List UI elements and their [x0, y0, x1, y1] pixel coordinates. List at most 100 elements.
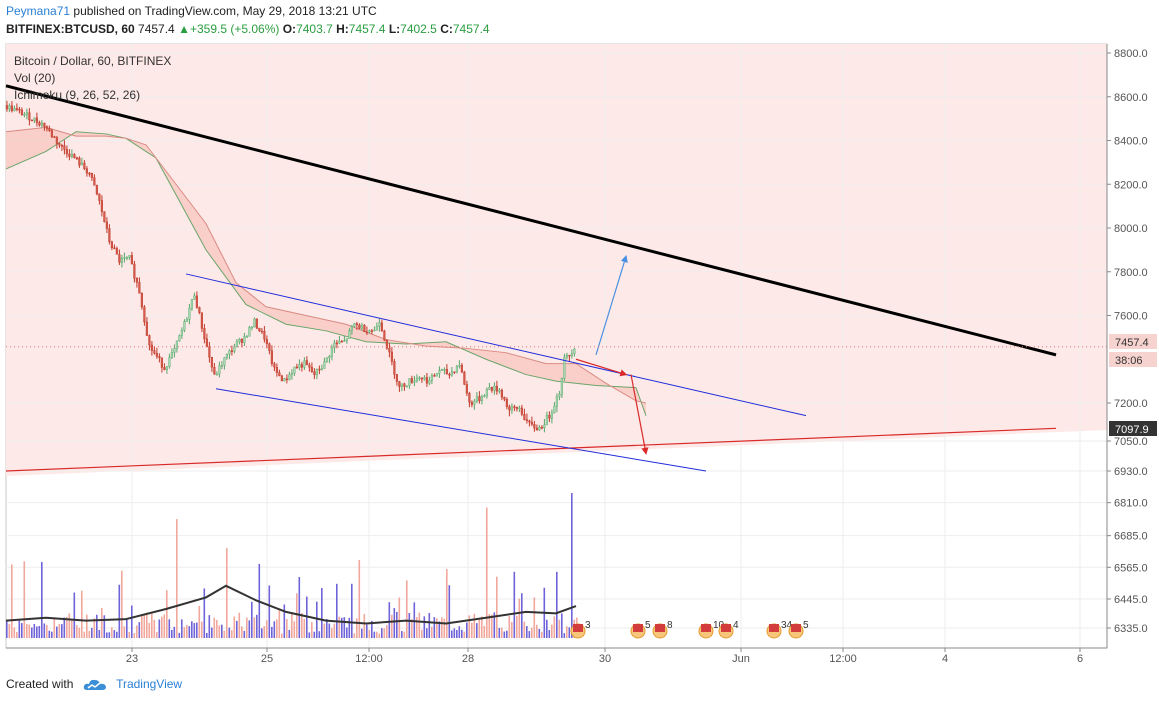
volume-bar	[511, 622, 513, 638]
volume-bar	[136, 625, 138, 638]
time-axis[interactable]: 23 25 12:00 28 30 Jun 12:00 4 6	[6, 647, 1107, 665]
volume-bar	[158, 619, 161, 638]
volume-bar	[46, 624, 48, 638]
volume-bar	[11, 564, 13, 638]
event-count: 5	[803, 620, 809, 631]
volume-bar	[138, 622, 141, 638]
candle-body	[353, 323, 356, 327]
candle-body	[548, 414, 551, 419]
volume-bar	[503, 631, 506, 638]
volume-ma-line	[5, 584, 577, 625]
footer: Created with TradingView	[6, 677, 182, 692]
volume-bar	[373, 631, 376, 638]
volume-bar	[21, 623, 23, 638]
author-link[interactable]: Peymana71	[6, 4, 71, 18]
candle-body	[110, 241, 113, 249]
candle-body	[10, 105, 13, 112]
candle-body	[168, 357, 171, 368]
volume-bar	[428, 612, 431, 638]
candle-body	[215, 373, 218, 376]
candle-body	[105, 221, 108, 229]
candle-body	[190, 299, 193, 309]
candle-body	[55, 137, 58, 144]
candle-body	[115, 248, 118, 255]
volume-bar	[103, 615, 106, 638]
candle-body	[523, 414, 526, 420]
volume-bar	[218, 625, 221, 638]
volume-bar	[71, 619, 73, 638]
volume-bar	[371, 620, 373, 638]
volume-bar	[363, 613, 366, 638]
candle-body	[410, 378, 413, 383]
volume-bar	[98, 629, 101, 638]
candle-body	[503, 397, 506, 400]
volume-bar	[43, 623, 46, 638]
candle-body	[253, 318, 256, 328]
candle-body	[28, 112, 31, 121]
candle-body	[558, 393, 561, 397]
volume-bar	[106, 632, 108, 638]
candle-body	[383, 330, 386, 341]
volume-bar	[236, 620, 238, 638]
candle-body	[148, 335, 151, 346]
volume-bar	[56, 626, 58, 638]
candle-body	[120, 257, 123, 263]
candle-body	[408, 378, 411, 386]
volume-bar	[421, 629, 423, 638]
volume-bar	[68, 613, 71, 638]
tradingview-link[interactable]: TradingView	[116, 677, 183, 691]
candle-body	[58, 143, 61, 146]
volume-bar	[406, 580, 408, 638]
volume-bar	[296, 593, 298, 638]
volume-bar	[273, 621, 276, 638]
time-tick-label: 4	[942, 653, 948, 665]
candle-body	[193, 295, 196, 300]
volume-bar	[276, 619, 278, 638]
candle-body	[400, 383, 403, 387]
candle-body	[493, 385, 496, 391]
candle-body	[90, 172, 93, 178]
candle-body	[508, 406, 511, 411]
candle-body	[218, 365, 221, 375]
candle-body	[340, 341, 343, 343]
volume-bar	[126, 619, 128, 638]
volume-bar	[386, 625, 388, 638]
candle-body	[188, 308, 191, 320]
volume-bar	[433, 617, 436, 638]
price-tick-label: 6565.0	[1114, 562, 1148, 574]
volume-bar	[223, 630, 226, 638]
volume-bar	[451, 630, 453, 638]
volume-bar	[18, 619, 21, 638]
volume-bar	[508, 616, 511, 638]
candle-body	[200, 312, 203, 329]
volume-bar	[101, 607, 103, 638]
legend-title: Bitcoin / Dollar, 60, BITFINEX	[14, 54, 171, 68]
event-count: 10	[713, 620, 725, 631]
candle-body	[425, 377, 428, 384]
volume-bar	[436, 618, 438, 638]
volume-bar	[93, 618, 96, 638]
candle-body	[245, 336, 248, 338]
volume-bar	[151, 613, 153, 638]
volume-bar	[186, 625, 188, 638]
candle-body	[135, 278, 138, 283]
volume-bar	[231, 630, 233, 638]
candle-body	[470, 402, 473, 405]
candle-body	[33, 117, 36, 121]
volume-bar	[418, 612, 421, 638]
time-tick-label: 12:00	[829, 653, 857, 665]
volume-bar	[468, 615, 471, 638]
price-axis[interactable]: 8800.0 8600.0 8400.0 8200.0 8000.0 7800.0 7600…	[1106, 44, 1148, 648]
candle-body	[138, 282, 141, 294]
volume-bar	[563, 633, 566, 638]
last-price: 7457.4	[138, 22, 175, 36]
price-tag-label: 7097.9	[1115, 424, 1149, 436]
event-count: 34	[781, 620, 793, 631]
candle-body	[225, 353, 228, 358]
candle-body	[373, 329, 376, 332]
volume-bar	[521, 593, 523, 638]
volume-bar	[481, 616, 483, 638]
volume-bar	[298, 577, 301, 638]
candle-body	[100, 200, 103, 212]
